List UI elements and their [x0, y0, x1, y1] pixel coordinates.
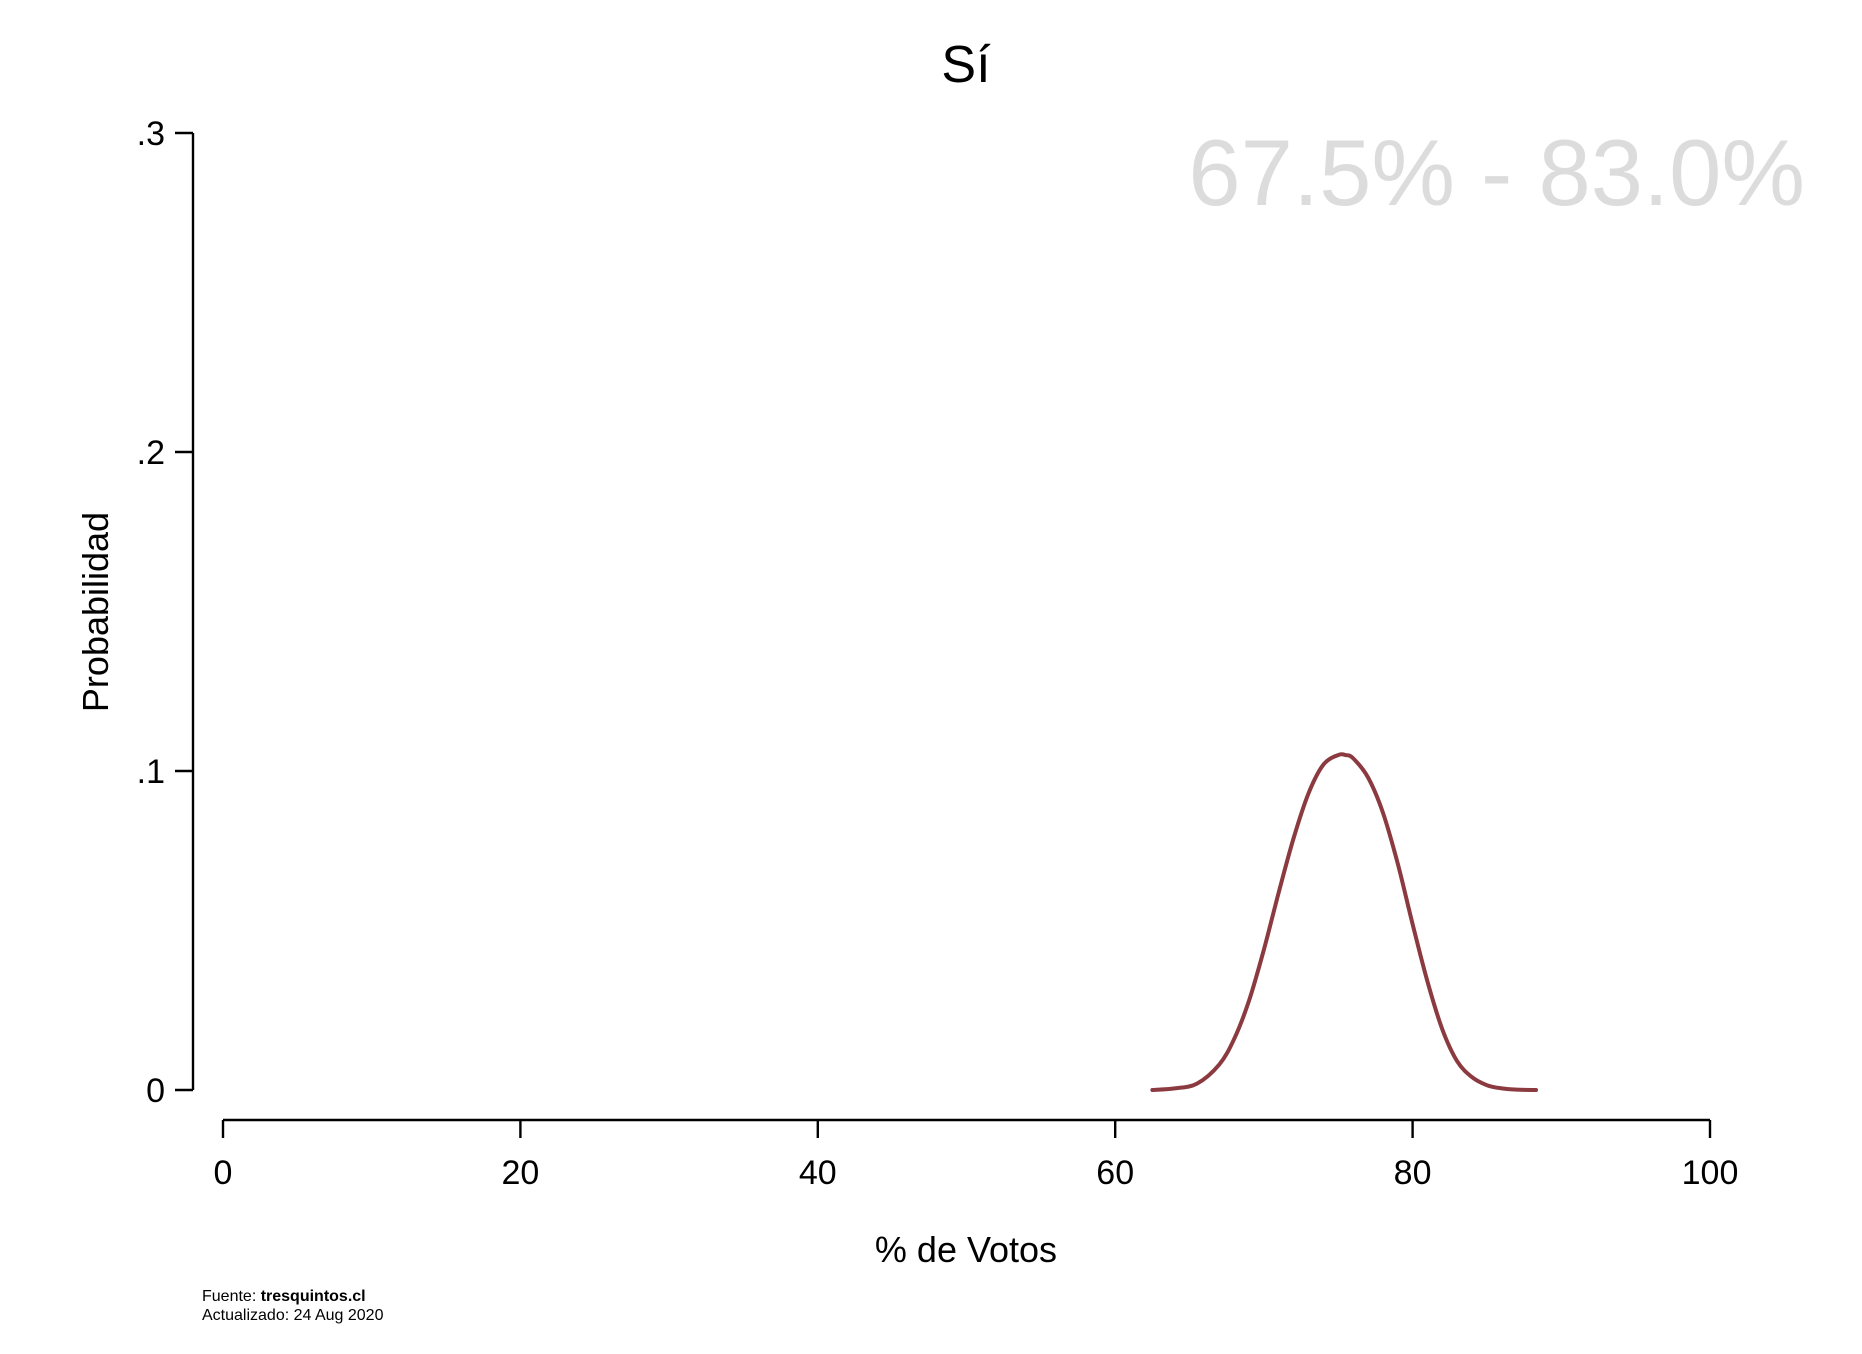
y-tick-label-2: .2 [137, 434, 165, 472]
x-tick-label-4: 80 [1394, 1154, 1432, 1192]
series-layer [1150, 752, 1539, 1092]
y-tick-label-1: .1 [137, 753, 165, 791]
y-axis-label: Probabilidad [75, 512, 116, 712]
x-axis-label: % de Votos [875, 1229, 1057, 1270]
x-axis: 0 20 40 60 80 100 [214, 1118, 1739, 1192]
footer-source-name: tresquintos.cl [261, 1288, 366, 1305]
x-tick-label-2: 40 [799, 1154, 837, 1192]
footer-source-prefix: Fuente: [202, 1288, 261, 1305]
x-tick-label-0: 0 [214, 1154, 233, 1192]
interval-annotation: 67.5% - 83.0% [1188, 120, 1805, 225]
y-tick-label-0: 0 [146, 1072, 165, 1110]
x-tick-label-5: 100 [1682, 1154, 1739, 1192]
chart-title: Sí [941, 36, 991, 94]
footer-updated: Actualizado: 24 Aug 2020 [202, 1307, 384, 1324]
footer-source: Fuente: tresquintos.cl [202, 1288, 366, 1305]
y-axis: 0 .1 .2 .3 [137, 115, 195, 1110]
x-tick-label-3: 60 [1096, 1154, 1134, 1192]
density-line-0 [1150, 752, 1539, 1092]
x-tick-label-1: 20 [501, 1154, 539, 1192]
y-tick-label-3: .3 [137, 115, 165, 153]
